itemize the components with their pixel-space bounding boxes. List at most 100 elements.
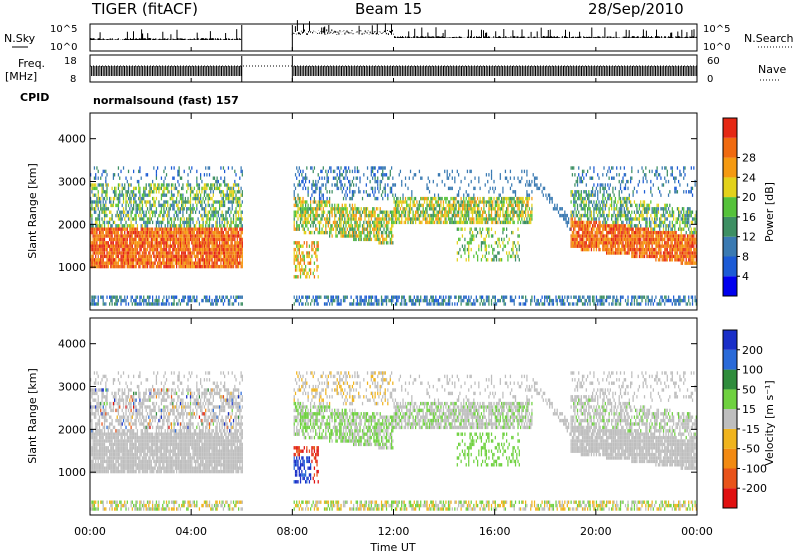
power-cell xyxy=(570,224,572,228)
power-cell xyxy=(536,302,538,306)
power-cell xyxy=(492,234,494,238)
power-cell xyxy=(408,295,410,299)
power-cell xyxy=(326,213,328,218)
power-cell xyxy=(490,302,493,306)
power-cell xyxy=(498,217,500,221)
power-cell xyxy=(200,251,202,255)
power-cell xyxy=(522,196,524,201)
power-cell xyxy=(316,302,318,306)
power-cell xyxy=(111,244,113,248)
power-cell xyxy=(236,264,238,269)
power-cell xyxy=(102,264,104,269)
power-cell xyxy=(299,275,302,279)
power-cell xyxy=(144,298,146,303)
power-cell xyxy=(354,224,356,228)
power-cell xyxy=(374,176,376,180)
power-cell xyxy=(230,220,232,225)
power-cell xyxy=(103,251,106,255)
power-cell xyxy=(146,254,149,259)
power-cell xyxy=(516,251,518,255)
power-cell xyxy=(518,302,520,306)
power-cell xyxy=(466,247,469,252)
power-cell xyxy=(570,193,572,197)
power-cell xyxy=(358,227,360,231)
power-cell xyxy=(196,298,198,303)
power-cell xyxy=(369,234,371,238)
power-cell xyxy=(380,217,383,221)
power-cell xyxy=(354,203,356,208)
power-cell xyxy=(195,210,197,214)
power-cell xyxy=(583,241,585,245)
power-cell xyxy=(425,207,427,211)
power-cell xyxy=(105,247,107,252)
power-cell xyxy=(301,251,303,255)
power-cell xyxy=(576,237,579,242)
power-cell xyxy=(189,258,192,262)
power-cell xyxy=(225,254,227,259)
power-cell xyxy=(360,295,362,299)
power-cell xyxy=(240,241,242,245)
power-cell xyxy=(157,227,159,231)
power-cell xyxy=(409,203,412,208)
power-cell xyxy=(293,210,295,214)
power-cell xyxy=(130,244,132,248)
power-cell xyxy=(187,258,189,262)
power-cell xyxy=(509,254,512,259)
power-cell xyxy=(97,254,99,259)
power-cell xyxy=(527,193,529,197)
power-cell xyxy=(170,302,173,306)
power-cell xyxy=(238,247,240,252)
power-cell xyxy=(100,227,102,231)
power-cell xyxy=(494,210,496,214)
power-cell xyxy=(317,241,319,245)
power-cell xyxy=(296,203,298,208)
power-cell xyxy=(583,196,585,201)
power-cell xyxy=(339,173,341,177)
power-cell xyxy=(179,193,182,197)
power-cell xyxy=(432,207,434,211)
power-cell xyxy=(479,213,481,218)
power-cell xyxy=(580,190,582,194)
power-cell xyxy=(316,247,318,252)
power-cell xyxy=(477,298,479,303)
power-cell xyxy=(110,224,112,228)
power-cell xyxy=(511,207,513,211)
power-cell xyxy=(131,241,133,245)
power-cell xyxy=(574,207,576,211)
power-cell xyxy=(403,210,405,214)
power-cell xyxy=(131,251,133,255)
power-cell xyxy=(206,183,208,187)
power-cell xyxy=(212,244,214,248)
power-cell xyxy=(226,241,228,245)
power-cell xyxy=(211,183,213,187)
power-cell xyxy=(178,247,180,252)
power-cell xyxy=(483,207,485,211)
power-cell xyxy=(145,213,147,218)
power-cell xyxy=(551,196,553,201)
power-cell xyxy=(229,190,231,194)
power-cell xyxy=(379,220,381,225)
power-cell xyxy=(445,210,447,214)
power-cell xyxy=(198,224,201,228)
power-cell xyxy=(133,207,135,211)
power-cell xyxy=(98,183,101,187)
power-cell xyxy=(91,220,93,225)
power-cell xyxy=(385,210,388,214)
power-cell xyxy=(131,295,133,299)
power-cell xyxy=(439,295,441,299)
power-cell xyxy=(320,196,322,201)
power-cell xyxy=(492,247,494,252)
power-cell xyxy=(334,224,336,228)
power-cell xyxy=(101,258,103,262)
power-cell xyxy=(143,298,145,303)
power-cell xyxy=(167,200,169,204)
power-cell xyxy=(146,237,149,242)
power-cell xyxy=(497,200,499,204)
power-cell xyxy=(103,224,106,228)
power-cell xyxy=(321,213,323,218)
power-cell xyxy=(370,237,372,242)
power-cell xyxy=(368,224,370,228)
power-cell xyxy=(573,166,575,170)
power-cell xyxy=(213,176,216,180)
power-cell xyxy=(351,213,354,218)
